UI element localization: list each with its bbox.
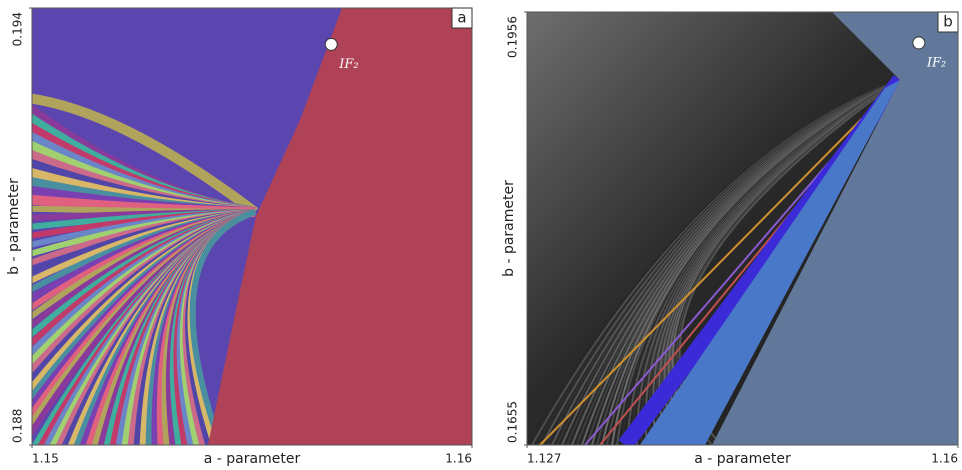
point-label: IF₂ bbox=[926, 55, 946, 70]
y-tick-label: 0.188 bbox=[11, 409, 25, 443]
x-tick-label: 1.15 bbox=[32, 452, 59, 466]
region bbox=[712, 12, 958, 445]
panel-label: b bbox=[943, 13, 953, 31]
x-axis-label: a - parameter bbox=[204, 451, 301, 467]
frame bbox=[31, 7, 473, 446]
y-tick-label: 0.1655 bbox=[506, 401, 520, 443]
x-axis-label: a - parameter bbox=[694, 451, 791, 467]
stripe bbox=[189, 209, 256, 445]
point bbox=[912, 36, 926, 50]
y-tick-label: 0.1956 bbox=[506, 16, 520, 58]
panel-label-box bbox=[937, 11, 959, 33]
x-tick-label: 1.16 bbox=[445, 452, 472, 466]
region bbox=[640, 80, 900, 445]
frame bbox=[526, 11, 959, 446]
y-tick-label: 0.194 bbox=[11, 12, 25, 46]
region bbox=[208, 8, 472, 445]
y-axis-label: b - parameter bbox=[6, 178, 22, 275]
x-tick-label: 1.16 bbox=[931, 452, 958, 466]
y-axis-label: b - parameter bbox=[501, 180, 517, 277]
plot-area bbox=[32, 8, 472, 445]
x-tick-label: 1.127 bbox=[527, 452, 561, 466]
plot-area bbox=[527, 12, 958, 445]
stripe bbox=[32, 93, 259, 216]
stripe bbox=[539, 79, 901, 445]
panel-label: a bbox=[457, 9, 466, 27]
panel-label-box bbox=[451, 7, 473, 29]
point bbox=[324, 37, 338, 51]
point-label: IF₂ bbox=[338, 57, 358, 72]
